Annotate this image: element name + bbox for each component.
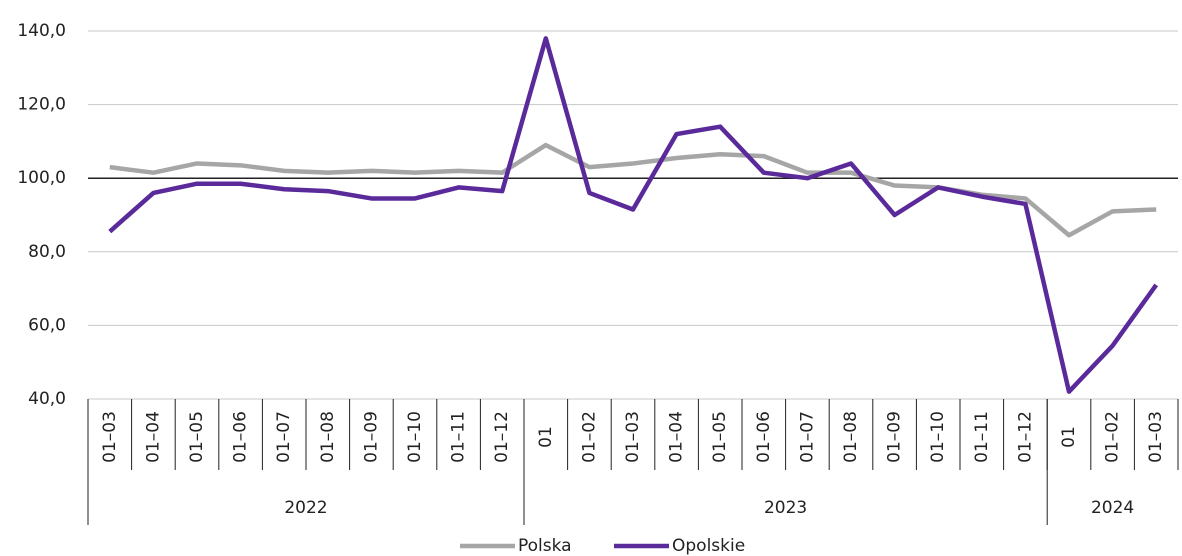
x-tick-label: 01–02 <box>579 411 599 463</box>
x-tick-label: 01–05 <box>187 411 207 463</box>
series-line <box>108 36 1159 394</box>
legend-label: Polska <box>518 536 572 556</box>
x-tick-label: 01–04 <box>667 411 687 463</box>
x-tick-label: 01–12 <box>492 411 512 463</box>
y-tick-label: 60,0 <box>28 315 66 335</box>
x-tick-label: 01 <box>1059 426 1079 448</box>
series-line <box>109 142 1157 238</box>
x-tick-label: 01–09 <box>361 411 381 463</box>
x-tick-label: 01–03 <box>100 411 120 463</box>
legend-label: Opolskie <box>672 536 745 556</box>
x-tick-label: 01–02 <box>1103 411 1123 463</box>
x-tick-label: 01–10 <box>928 411 948 463</box>
x-tick-label: 01–03 <box>1146 411 1166 463</box>
x-tick-label: 01–08 <box>841 411 861 463</box>
y-tick-label: 40,0 <box>28 389 66 409</box>
x-tick-label: 01 <box>536 426 556 448</box>
y-tick-label: 100,0 <box>17 168 66 188</box>
y-tick-label: 120,0 <box>17 95 66 115</box>
x-tick-label: 01–09 <box>885 411 905 463</box>
x-tick-label: 01–11 <box>449 411 469 463</box>
y-tick-label: 80,0 <box>28 242 66 262</box>
y-tick-label: 140,0 <box>17 21 66 41</box>
x-tick-label: 01–06 <box>231 411 251 463</box>
x-tick-label: 01–03 <box>623 411 643 463</box>
x-tick-label: 01–05 <box>710 411 730 463</box>
x-tick-label: 01–12 <box>1015 411 1035 463</box>
x-tick-label: 01–07 <box>797 411 817 463</box>
x-tick-label: 01–08 <box>318 411 338 463</box>
group-label: 2023 <box>764 498 807 518</box>
x-tick-label: 01–06 <box>754 411 774 463</box>
x-tick-label: 01–10 <box>405 411 425 463</box>
x-tick-label: 01–04 <box>143 411 163 463</box>
group-label: 2024 <box>1091 498 1134 518</box>
x-tick-label: 01–07 <box>274 411 294 463</box>
group-label: 2022 <box>284 498 327 518</box>
x-tick-label: 01–11 <box>972 411 992 463</box>
